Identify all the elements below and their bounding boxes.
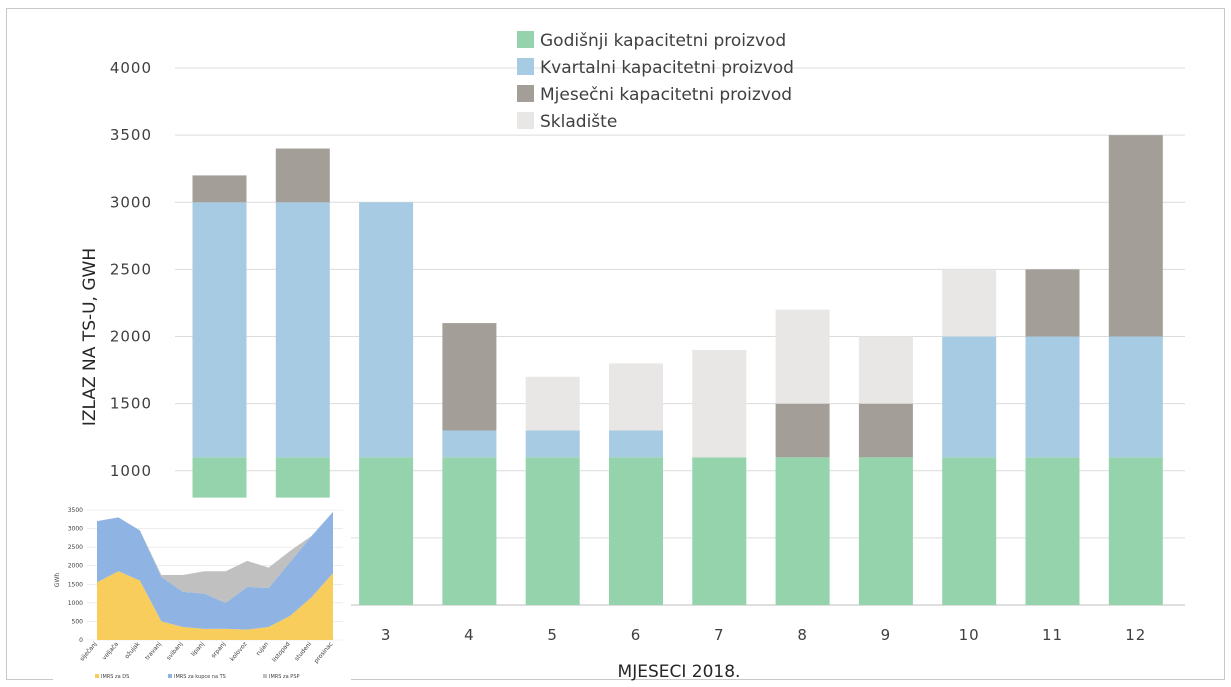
bar-godisnji-kapacitetni-proizvod-5 [525,457,580,605]
bar-mjesecni-kapacitetni-proizvod-2 [275,148,330,203]
inset-x-tick-label: travanj [144,641,163,662]
bar-godisnji-kapacitetni-proizvod-3 [359,457,414,605]
bar-kvartalni-kapacitetni-proizvod-11 [1025,336,1080,458]
legend-swatch-kvartalni-kapacitetni-proizvod [517,58,534,75]
bar-skladiste-10 [942,269,997,337]
inset-x-tick-label: kolovoz [229,641,249,663]
bar-kvartalni-kapacitetni-proizvod-1 [192,202,247,458]
inset-y-tick-label: 0 [79,637,83,644]
x-tick-label: 4 [464,626,475,644]
y-tick-label: 4000 [110,59,152,77]
legend-label-kvartalni-kapacitetni-proizvod: Kvartalni kapacitetni proizvod [540,58,794,78]
y-tick-label: 1000 [110,462,152,480]
inset-legend-swatch-imrs-za-kupce-na-ts [168,674,172,678]
inset-area-imrs-za-kupce-na-ts [97,511,333,630]
inset-legend-label-imrs-za-ds: IMRS za DS [101,674,129,680]
legend-swatch-mjesecni-kapacitetni-proizvod [517,85,534,102]
y-tick-label: 3000 [110,193,152,211]
inset-x-tick-label: ožujak [124,640,142,660]
bar-kvartalni-kapacitetni-proizvod-2 [275,202,330,458]
bar-godisnji-kapacitetni-proizvod-7 [692,457,747,605]
bar-kvartalni-kapacitetni-proizvod-5 [525,430,580,458]
x-tick-label: 9 [881,626,892,644]
bar-skladiste-6 [609,363,663,431]
inset-x-tick-label: listopad [271,641,292,664]
inset-area-imrs-za-ds [97,571,333,640]
bar-kvartalni-kapacitetni-proizvod-4 [442,430,497,458]
bar-mjesecni-kapacitetni-proizvod-8 [775,403,830,458]
inset-y-tick-label: 2000 [68,563,83,570]
x-tick-label: 12 [1125,626,1146,644]
y-tick-label: 2000 [110,328,152,346]
bar-kvartalni-kapacitetni-proizvod-10 [942,336,997,458]
inset-legend-label-imrs-za-kupce-na-ts: IMRS za kupce na TS [174,674,226,680]
inset-y-tick-label: 1000 [68,600,83,607]
bar-godisnji-kapacitetni-proizvod-12 [1108,457,1163,605]
inset-y-tick-label: 3500 [68,507,83,514]
bar-kvartalni-kapacitetni-proizvod-12 [1108,336,1163,458]
inset-legend-label-imrs-za-psp: IMRS za PSP [269,674,300,680]
bar-godisnji-kapacitetni-proizvod-2 [275,457,330,498]
x-tick-label: 10 [959,626,980,644]
inset-area-imrs-za-psp [97,511,333,603]
inset-y-tick-label: 3000 [68,526,83,533]
bar-godisnji-kapacitetni-proizvod-10 [942,457,997,605]
bar-godisnji-kapacitetni-proizvod-1 [192,457,247,498]
legend-label-skladiste: Skladište [540,112,617,132]
inset-x-tick-label: rujan [255,641,270,657]
bar-mjesecni-kapacitetni-proizvod-4 [442,323,497,431]
bar-skladiste-7 [692,349,747,458]
inset-x-tick-label: studeni [293,641,313,663]
bar-mjesecni-kapacitetni-proizvod-1 [192,175,247,203]
bar-godisnji-kapacitetni-proizvod-11 [1025,457,1080,605]
bar-mjesecni-kapacitetni-proizvod-9 [858,403,913,458]
inset-y-tick-label: 500 [72,618,84,625]
bar-godisnji-kapacitetni-proizvod-6 [609,457,663,605]
bar-godisnji-kapacitetni-proizvod-9 [858,457,913,605]
x-tick-label: 3 [381,626,392,644]
legend-swatch-skladiste [517,112,534,129]
inset-y-axis-title: GWh [54,573,61,588]
inset-x-tick-label: lipanj [190,641,206,658]
bar-godisnji-kapacitetni-proizvod-4 [442,457,497,605]
inset-legend-swatch-imrs-za-ds [95,674,99,678]
bar-mjesecni-kapacitetni-proizvod-11 [1025,269,1080,337]
legend-label-godisnji-kapacitetni-proizvod: Godišnji kapacitetni proizvod [540,31,786,51]
inset-x-tick-label: prosinac [313,641,335,665]
bar-mjesecni-kapacitetni-proizvod-12 [1108,135,1163,337]
inset-x-tick-label: svibanj [165,641,184,662]
inset-legend-swatch-imrs-za-psp [263,674,267,678]
x-tick-label: 7 [714,626,725,644]
x-tick-label: 11 [1042,626,1063,644]
inset-x-tick-label: veljača [101,641,120,662]
y-tick-label: 1500 [110,395,152,413]
x-axis-title: MJESECI 2018. [618,662,741,682]
bar-skladiste-8 [775,309,830,404]
legend-swatch-godisnji-kapacitetni-proizvod [517,31,534,48]
bar-skladiste-9 [858,336,913,404]
inset-x-tick-label: srpanj [210,641,227,660]
y-axis-title: IZLAZ NA TS-U, GWH [80,248,100,426]
x-tick-label: 6 [631,626,642,644]
legend-label-mjesecni-kapacitetni-proizvod: Mjesečni kapacitetni proizvod [540,85,792,105]
bar-godisnji-kapacitetni-proizvod-8 [775,457,830,605]
bar-kvartalni-kapacitetni-proizvod-3 [359,202,414,458]
x-tick-label: 8 [797,626,808,644]
y-tick-label: 3500 [110,126,152,144]
bar-skladiste-5 [525,376,580,431]
y-tick-label: 2500 [110,260,152,278]
inset-y-tick-label: 1500 [68,581,83,588]
bar-kvartalni-kapacitetni-proizvod-6 [609,430,663,458]
inset-y-tick-label: 2500 [68,544,83,551]
x-tick-label: 5 [547,626,558,644]
